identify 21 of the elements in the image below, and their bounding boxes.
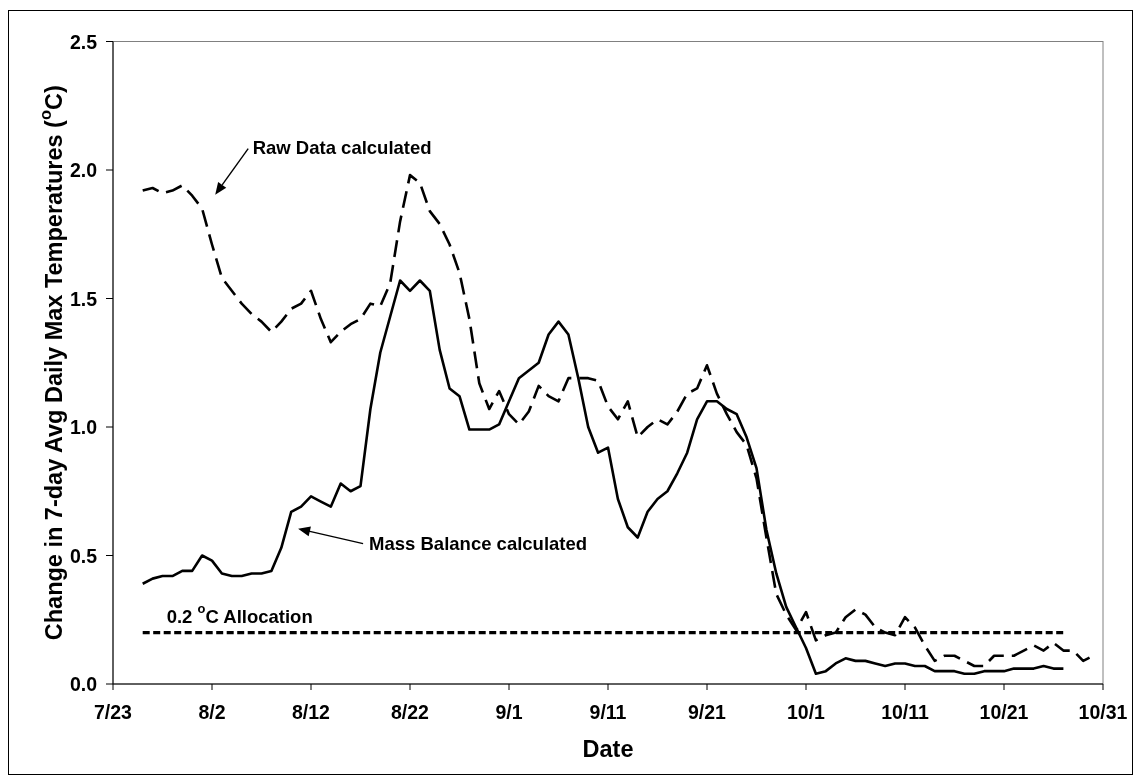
x-tick-label: 8/22	[391, 701, 430, 723]
x-tick-label: 9/21	[688, 701, 727, 723]
x-tick-label: 7/23	[94, 701, 133, 723]
y-tick-label: 1.5	[69, 287, 98, 310]
y-tick-label: 0.0	[69, 673, 98, 695]
x-tick-label: 10/21	[979, 701, 1029, 723]
x-tick-label: 8/2	[198, 701, 226, 723]
ref-line-label: 0.2 $^{o}$C Allocation	[166, 600, 313, 627]
x-tick-label: 10/31	[1078, 701, 1128, 723]
y-tick-label: 0.5	[69, 544, 98, 567]
y-tick-label: 2.5	[69, 30, 98, 53]
legend-label: Mass Balance calculated	[369, 532, 588, 554]
x-tick-label: 10/11	[881, 701, 930, 723]
x-tick-label: 9/11	[589, 701, 627, 723]
x-axis-title: Date	[582, 736, 634, 762]
x-tick-label: 10/1	[787, 701, 826, 723]
y-tick-label: 2.0	[69, 159, 98, 181]
y-tick-label: 1.0	[69, 416, 98, 438]
x-tick-label: 9/1	[495, 701, 523, 723]
series-label: Raw Data calculated	[252, 136, 432, 158]
x-tick-label: 8/12	[292, 701, 331, 723]
